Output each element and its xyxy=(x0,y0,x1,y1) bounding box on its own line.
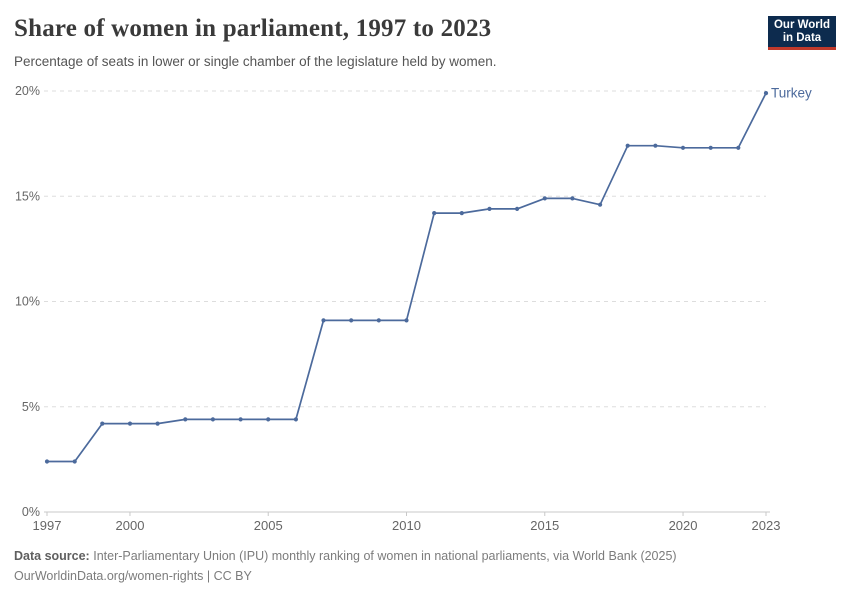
data-point xyxy=(570,196,575,201)
data-point xyxy=(210,417,215,422)
data-point xyxy=(183,417,188,422)
data-point xyxy=(598,202,603,207)
data-point xyxy=(680,145,686,150)
data-point xyxy=(763,91,769,96)
data-point xyxy=(100,421,105,426)
x-tick-label: 2000 xyxy=(116,518,145,533)
series-end-label: Turkey xyxy=(771,86,812,101)
data-point xyxy=(487,206,492,211)
data-point xyxy=(653,143,658,148)
license-line: OurWorldinData.org/women-rights | CC BY xyxy=(14,568,252,583)
chart-header: Share of women in parliament, 1997 to 20… xyxy=(14,14,836,71)
chart-title: Share of women in parliament, 1997 to 20… xyxy=(14,15,492,42)
data-point xyxy=(155,421,160,426)
chart-subtitle: Percentage of seats in lower or single c… xyxy=(14,54,497,69)
data-point xyxy=(376,318,381,323)
x-tick-label: 2005 xyxy=(254,518,283,533)
data-source-line: Data source: Inter-Parliamentary Union (… xyxy=(14,547,836,566)
data-point xyxy=(44,459,50,464)
y-tick-label: 0% xyxy=(22,505,40,519)
data-point xyxy=(625,143,630,148)
data-point xyxy=(736,145,741,150)
data-point xyxy=(127,421,133,426)
data-point xyxy=(349,318,354,323)
data-point xyxy=(708,145,713,150)
x-tick-label: 2015 xyxy=(530,518,559,533)
x-tick-label: 2023 xyxy=(752,518,781,533)
series-line xyxy=(47,92,767,463)
data-point xyxy=(72,459,77,464)
owid-logo-line2: in Data xyxy=(782,31,822,44)
owid-logo-line1: Our World xyxy=(773,18,830,31)
data-point xyxy=(459,211,464,216)
data-point xyxy=(515,206,520,211)
owid-logo-accent-bar xyxy=(768,47,836,50)
x-tick-label: 2010 xyxy=(392,518,421,533)
y-tick-label: 20% xyxy=(15,84,40,98)
data-point xyxy=(293,417,298,422)
x-tick-label: 1997 xyxy=(33,518,62,533)
y-tick-label: 5% xyxy=(22,400,40,414)
chart-footer: Data source: Inter-Parliamentary Union (… xyxy=(14,547,836,586)
data-point xyxy=(432,211,437,216)
data-point xyxy=(542,196,547,201)
owid-logo[interactable]: Our World in Data xyxy=(768,16,836,50)
data-point xyxy=(238,417,243,422)
data-point xyxy=(404,318,409,323)
data-source-text: Inter-Parliamentary Union (IPU) monthly … xyxy=(93,549,677,564)
data-point xyxy=(321,318,326,323)
data-point xyxy=(266,417,271,422)
data-source-label: Data source: xyxy=(14,549,90,564)
x-tick-label: 2020 xyxy=(669,518,698,533)
y-tick-label: 10% xyxy=(15,295,40,309)
y-tick-label: 15% xyxy=(15,189,40,203)
